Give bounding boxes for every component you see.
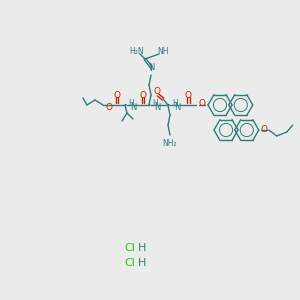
Polygon shape [168, 104, 170, 106]
Text: O: O [260, 125, 267, 134]
Polygon shape [149, 104, 151, 106]
Text: H: H [172, 98, 178, 107]
Text: O: O [184, 91, 191, 100]
Text: H: H [138, 243, 146, 253]
Text: O: O [106, 103, 112, 112]
Text: H: H [128, 98, 134, 107]
Text: N: N [130, 103, 136, 112]
Text: NH₂: NH₂ [163, 139, 177, 148]
Text: H₂N: H₂N [130, 47, 144, 56]
Text: Cl: Cl [124, 243, 135, 253]
Text: H: H [138, 258, 146, 268]
Text: NH: NH [157, 47, 169, 56]
Text: O: O [199, 98, 206, 107]
Text: Cl: Cl [124, 258, 135, 268]
Text: N: N [174, 103, 180, 112]
Text: O: O [154, 86, 160, 95]
Text: H: H [152, 98, 158, 107]
Text: O: O [113, 91, 121, 100]
Polygon shape [125, 104, 127, 106]
Text: O: O [140, 91, 146, 100]
Text: N: N [154, 103, 160, 112]
Text: N: N [148, 62, 154, 71]
